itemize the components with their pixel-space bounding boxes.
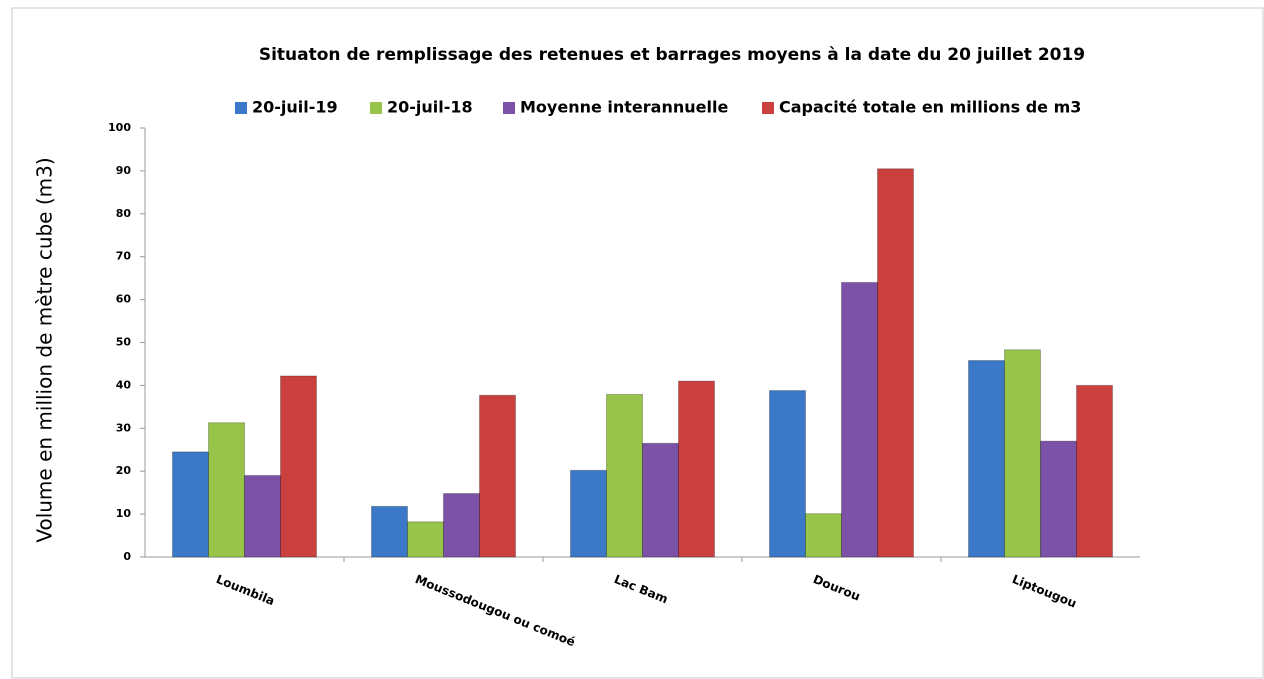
y-tick-label: 0	[123, 550, 131, 563]
legend-swatch	[235, 102, 247, 114]
bar	[769, 390, 806, 558]
bar	[407, 521, 444, 558]
bar	[172, 451, 209, 558]
legend-label: 20-juil-18	[387, 98, 473, 117]
bar	[968, 360, 1005, 558]
bar	[479, 394, 516, 558]
bar	[244, 474, 281, 558]
x-tick-label: Dourou	[811, 572, 862, 604]
bar	[678, 380, 715, 558]
y-tick-label: 90	[116, 164, 132, 177]
y-tick-label: 60	[116, 293, 132, 306]
legend-swatch	[370, 102, 382, 114]
bar	[841, 281, 878, 558]
bar	[371, 505, 408, 558]
bar	[606, 393, 643, 558]
legend-swatch	[503, 102, 515, 114]
y-tick-label: 10	[116, 507, 132, 520]
legend-label: 20-juil-19	[252, 98, 338, 117]
bar	[443, 493, 480, 558]
bar	[642, 442, 679, 558]
y-tick-label: 30	[116, 421, 132, 434]
bar	[570, 469, 607, 558]
x-tick-label: Liptougou	[1010, 572, 1079, 611]
bar	[877, 168, 914, 558]
legend-label: Capacité totale en millions de m3	[779, 98, 1081, 117]
y-tick-label: 50	[116, 336, 132, 349]
y-tick-label: 20	[116, 464, 132, 477]
y-axis-label: Volume en million de mètre cube (m3)	[33, 157, 57, 542]
x-tick-label: Moussodougou ou comoé	[413, 572, 577, 649]
chart-title: Situaton de remplissage des retenues et …	[259, 45, 1085, 65]
y-tick-label: 70	[116, 250, 132, 263]
y-tick-label: 80	[116, 207, 132, 220]
bar	[805, 513, 842, 558]
bar	[280, 375, 317, 558]
y-tick-label: 40	[116, 378, 132, 391]
x-tick-label: Loumbila	[214, 572, 277, 608]
legend-swatch	[762, 102, 774, 114]
bar	[1004, 349, 1041, 558]
legend-label: Moyenne interannuelle	[520, 98, 728, 117]
bar	[1076, 384, 1113, 558]
bar	[208, 422, 245, 558]
frame	[11, 7, 1264, 679]
y-tick-label: 100	[108, 121, 131, 134]
x-tick-label: Lac Bam	[612, 572, 670, 606]
bar	[1040, 440, 1077, 558]
